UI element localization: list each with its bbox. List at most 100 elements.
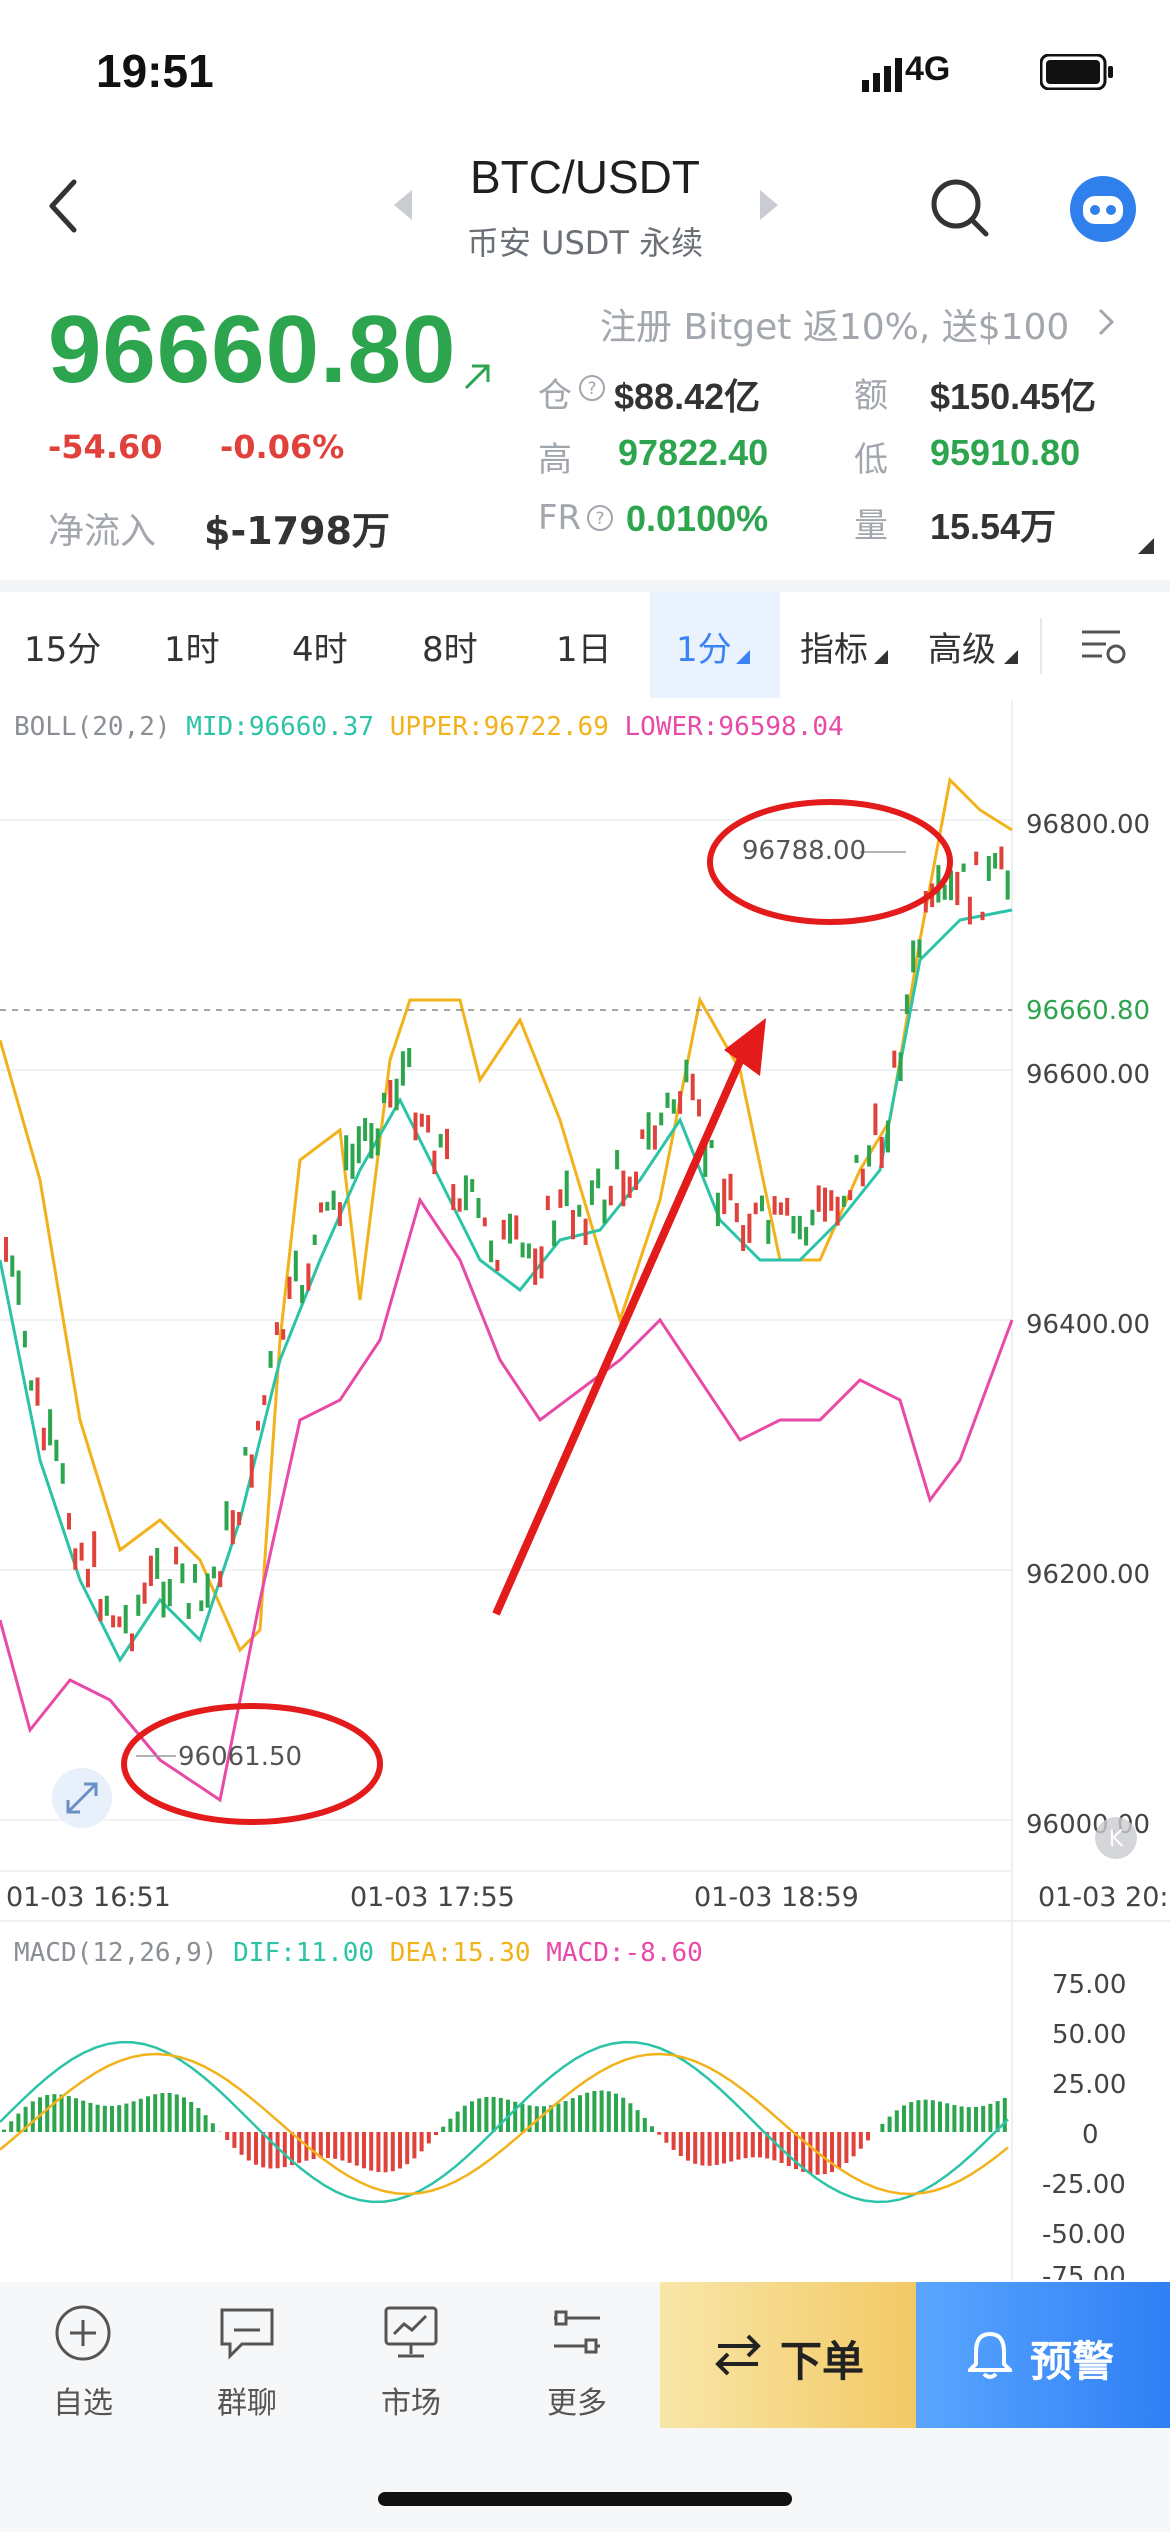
- prev-pair-icon[interactable]: [392, 190, 416, 220]
- svg-text:K: K: [1109, 1827, 1124, 1852]
- macd-bar: [714, 2132, 719, 2165]
- order-button[interactable]: 下单: [660, 2282, 916, 2428]
- macd-bar: [268, 2132, 273, 2169]
- price-axis-label: 96600.00: [1026, 1060, 1151, 1090]
- candle: [621, 1170, 626, 1207]
- high-label: 高: [538, 440, 572, 480]
- group-chat-icon[interactable]: [218, 2304, 276, 2362]
- macd-bar: [822, 2132, 827, 2175]
- candle: [804, 1226, 809, 1246]
- alert-button[interactable]: 预警: [916, 2282, 1170, 2428]
- tab-1h[interactable]: 1时: [164, 630, 220, 670]
- macd-bar: [297, 2132, 302, 2163]
- high-value: 97822.40: [618, 432, 769, 473]
- macd-bar: [945, 2103, 950, 2132]
- svg-text:?: ?: [587, 379, 596, 399]
- macd-bar: [52, 2094, 57, 2132]
- tab-8h[interactable]: 8时: [422, 630, 478, 670]
- candle: [67, 1513, 71, 1530]
- chart-settings-icon[interactable]: [1080, 626, 1128, 668]
- active-tab-bg: [650, 592, 780, 698]
- corner-expand-icon[interactable]: [1138, 538, 1154, 554]
- candle: [816, 1185, 821, 1212]
- macd-bar: [981, 2105, 986, 2132]
- chevron-right-icon[interactable]: [1096, 306, 1118, 338]
- boll-upper: UPPER:96722.69: [389, 712, 609, 742]
- candle: [741, 1225, 746, 1251]
- macd-bar: [102, 2105, 107, 2132]
- macd-bar: [81, 2100, 86, 2132]
- macd-name: MACD(12,26,9): [14, 1938, 218, 1968]
- nav-watchlist[interactable]: 自选: [53, 2386, 113, 2421]
- tab-1m[interactable]: 1分: [676, 630, 732, 670]
- order-label: 下单: [780, 2337, 865, 2386]
- candle: [180, 1563, 185, 1584]
- macd-bar: [275, 2132, 280, 2169]
- info-icon[interactable]: ?: [578, 374, 606, 402]
- tab-indicators[interactable]: 指标: [800, 630, 868, 670]
- fr-value: 0.0100%: [626, 498, 769, 539]
- candle: [432, 1150, 437, 1175]
- candle: [823, 1187, 827, 1222]
- tab-1d[interactable]: 1日: [556, 630, 612, 670]
- candle: [533, 1248, 538, 1285]
- candle: [967, 896, 972, 925]
- status-bar: 19:51 4G: [0, 0, 1170, 140]
- candle: [319, 1202, 323, 1213]
- macd-axis-label: 0: [1082, 2120, 1099, 2150]
- candle: [344, 1135, 349, 1171]
- macd-bar: [880, 2123, 885, 2132]
- price-change: -54.60: [48, 428, 163, 466]
- nav-more[interactable]: 更多: [547, 2386, 607, 2421]
- market-icon[interactable]: [382, 2304, 440, 2362]
- macd-bar: [16, 2113, 21, 2132]
- robot-avatar-icon[interactable]: [1068, 174, 1138, 244]
- macd-value: MACD:-8.60: [546, 1938, 703, 1968]
- candle: [1005, 870, 1010, 900]
- info-icon[interactable]: ?: [586, 504, 614, 532]
- promo-banner[interactable]: 注册 Bitget 返10%, 送$100: [600, 307, 1070, 348]
- candle: [243, 1446, 248, 1456]
- macd-bar: [2, 2129, 6, 2132]
- macd-bar: [146, 2096, 150, 2132]
- candle: [552, 1220, 557, 1247]
- candle: [218, 1571, 223, 1588]
- network-type: 4G: [905, 50, 951, 88]
- fullscreen-icon[interactable]: [50, 1766, 114, 1830]
- candle: [829, 1190, 834, 1211]
- boll-lower-line: [0, 1196, 1014, 1803]
- macd-bar: [599, 2090, 604, 2132]
- next-pair-icon[interactable]: [756, 190, 780, 220]
- macd-bar: [570, 2098, 575, 2132]
- candle: [388, 1079, 393, 1108]
- alert-label: 预警: [1030, 2337, 1115, 2386]
- macd-bar: [138, 2098, 143, 2132]
- scroll-to-latest-icon[interactable]: K: [1094, 1816, 1138, 1860]
- search-icon[interactable]: [928, 176, 992, 240]
- more-icon[interactable]: [548, 2304, 606, 2362]
- tab-15m[interactable]: 15分: [24, 630, 102, 670]
- candle: [41, 1427, 46, 1451]
- candle: [993, 852, 998, 869]
- macd-bar: [671, 2132, 676, 2150]
- candle: [778, 1202, 783, 1215]
- back-icon[interactable]: [44, 178, 84, 234]
- nav-group-chat[interactable]: 群聊: [217, 2386, 277, 2421]
- pair-title[interactable]: BTC/USDT: [470, 151, 700, 203]
- dropdown-caret-icon: [874, 650, 888, 664]
- tab-advanced[interactable]: 高级: [928, 630, 996, 670]
- add-watchlist-icon[interactable]: [54, 2304, 112, 2362]
- candle: [892, 1050, 897, 1068]
- candle: [747, 1213, 752, 1243]
- candle: [911, 940, 916, 973]
- macd-bar: [383, 2132, 388, 2173]
- candle: [419, 1113, 424, 1127]
- macd-bar: [657, 2132, 662, 2135]
- timeframe-tabs: 15分 1时 4时 8时 1日 1分 指标 高级: [0, 592, 1170, 698]
- macd-bar: [376, 2132, 381, 2173]
- macd-bar: [621, 2097, 626, 2132]
- tab-4h[interactable]: 4时: [292, 630, 348, 670]
- chart-area[interactable]: BOLL(20,2) MID:96660.37 UPPER:96722.69 L…: [0, 700, 1170, 2280]
- boll-name: BOLL(20,2): [14, 712, 171, 742]
- nav-market[interactable]: 市场: [381, 2386, 441, 2421]
